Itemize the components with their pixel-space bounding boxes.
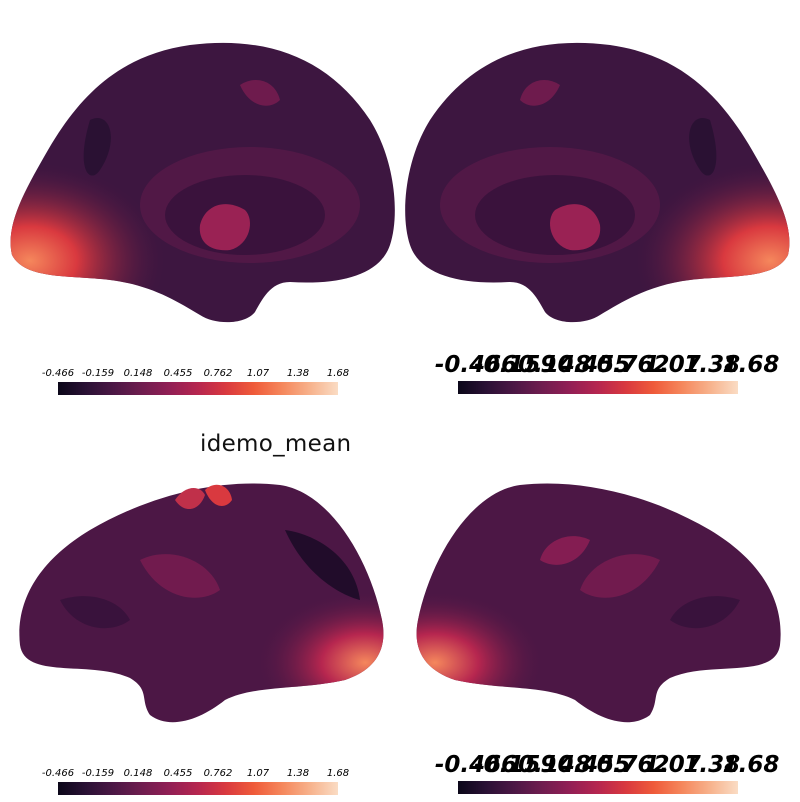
colorbar-tick-label: 0.455 (557, 752, 631, 778)
colorbar-tick-label: -0.159 (81, 768, 115, 779)
colorbar-ticks: -0.466 -0.159 0.148 0.455 0.762 1.07 1.38 1.68 (42, 368, 349, 382)
colorbar-ticks: -0.466 -0.159 0.148 0.455 0.762 1.07 1.38 1.68 (421, 752, 780, 782)
colorbar-bottom-left: -0.466 -0.159 0.148 0.455 0.762 1.07 1.38 1.68 (42, 768, 349, 795)
colorbar-tick-label: 0.148 (123, 368, 153, 379)
colorbar-gradient (458, 381, 738, 394)
colorbar-tick-label: 0.762 (203, 368, 233, 379)
colorbar-tick-label: 1.38 (286, 368, 310, 379)
colorbar-tick-label: 0.762 (596, 752, 670, 778)
colorbar-tick-label: 0.455 (163, 768, 193, 779)
colorbar-tick-label: 1.68 (326, 368, 350, 379)
colorbar-tick-label: 0.762 (203, 768, 233, 779)
colorbar-tick-label: 1.07 (644, 352, 701, 378)
colorbar-tick-label: 0.455 (163, 368, 193, 379)
figure-title: idemo_mean (200, 431, 352, 457)
colorbar-gradient (458, 781, 738, 794)
brain-panel-bottom-left (19, 483, 384, 723)
colorbar-tick-label: 0.148 (123, 768, 153, 779)
colorbar-tick-label: 1.07 (246, 368, 270, 379)
colorbar-tick-label: 1.38 (683, 752, 741, 778)
colorbar-tick-label: -0.159 (81, 368, 115, 379)
colorbar-tick-label: -0.159 (474, 352, 557, 378)
colorbar-tick-label: 0.762 (596, 352, 670, 378)
colorbar-ticks: -0.466 -0.159 0.148 0.455 0.762 1.07 1.38 1.68 (421, 352, 780, 382)
colorbar-top-right: -0.466 -0.159 0.148 0.455 0.762 1.07 1.38 1.68 (435, 352, 779, 402)
colorbar-bottom-right: -0.466 -0.159 0.148 0.455 0.762 1.07 1.38 1.68 (435, 752, 779, 802)
brain-panel-top-right (405, 42, 790, 323)
colorbar-tick-label: 1.68 (722, 752, 780, 778)
colorbar-tick-label: 1.07 (246, 768, 270, 779)
colorbar-tick-label: 1.38 (286, 768, 310, 779)
colorbar-top-left: -0.466 -0.159 0.148 0.455 0.762 1.07 1.38 1.68 (42, 368, 349, 395)
colorbar-tick-label: 1.07 (644, 752, 701, 778)
colorbar-gradient (58, 382, 338, 395)
colorbar-tick-label: 0.148 (518, 352, 591, 378)
colorbar-tick-label: 0.455 (557, 352, 631, 378)
colorbar-gradient (58, 782, 338, 795)
colorbar-tick-label: 1.68 (722, 352, 780, 378)
colorbar-tick-label: 1.68 (326, 768, 350, 779)
colorbar-tick-label: -0.159 (474, 752, 557, 778)
colorbar-tick-label: -0.466 (41, 368, 75, 379)
brain-panel-bottom-right (416, 483, 781, 723)
colorbar-tick-label: -0.466 (434, 352, 518, 378)
colorbar-tick-label: -0.466 (41, 768, 75, 779)
brain-panel-top-left (10, 42, 395, 323)
colorbar-ticks: -0.466 -0.159 0.148 0.455 0.762 1.07 1.38 1.68 (42, 768, 349, 782)
colorbar-tick-label: 1.38 (683, 352, 741, 378)
colorbar-tick-label: 0.148 (518, 752, 591, 778)
colorbar-tick-label: -0.466 (434, 752, 518, 778)
